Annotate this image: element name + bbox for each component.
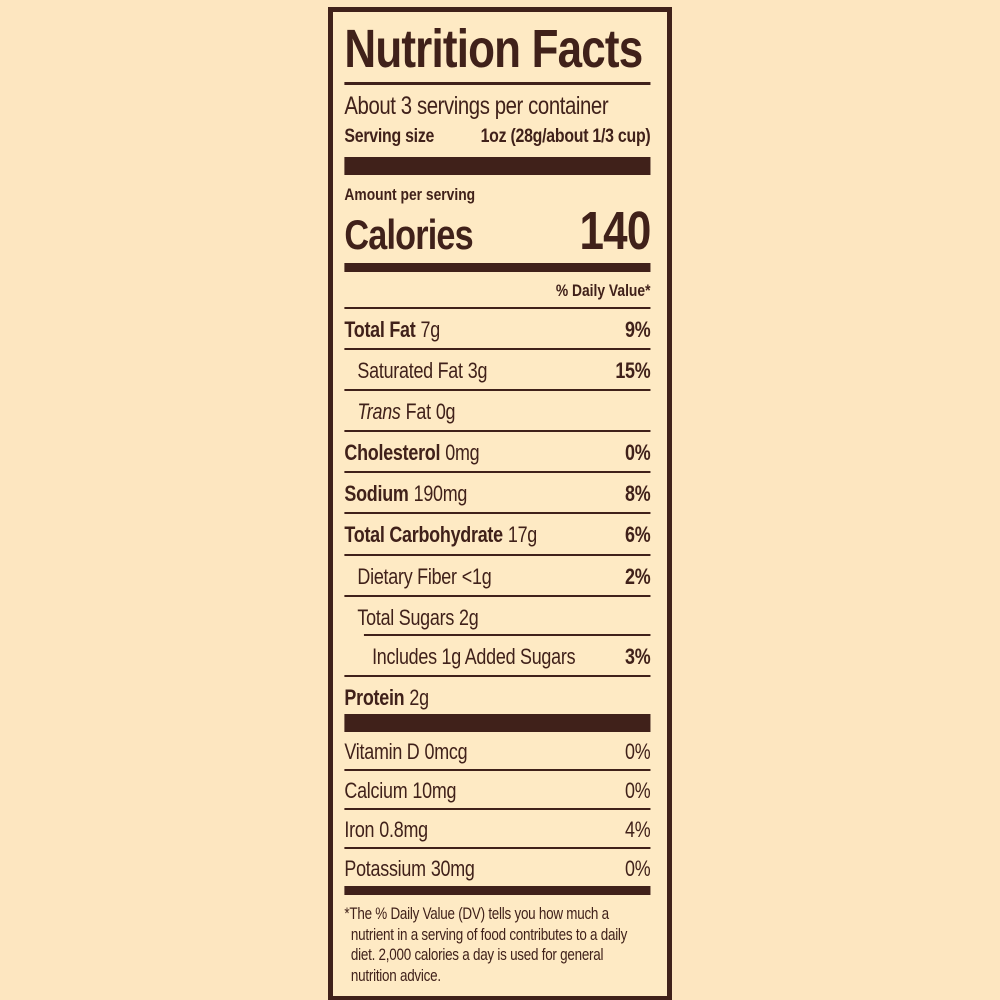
micronutrient-row-potassium: Potassium 30mg 0% xyxy=(344,849,650,886)
nutrient-row-cholesterol: Cholesterol 0mg 0% xyxy=(344,432,651,474)
nutrient-row-trans-fat: Trans Fat 0g xyxy=(344,391,651,433)
label-content: Nutrition Facts About 3 servings per con… xyxy=(333,19,652,986)
nutrient-row-dietary-fiber: Dietary Fiber <1g 2% xyxy=(344,556,651,597)
nutrient-dv: 15% xyxy=(615,358,651,384)
nutrient-row-saturated-fat: Saturated Fat 3g 15% xyxy=(344,350,651,392)
nutrient-name: Fat xyxy=(405,399,431,425)
calories-row: Calories 140 xyxy=(344,200,652,261)
added-sugars-rule xyxy=(363,633,651,636)
micronutrient-name: Calcium xyxy=(344,778,408,804)
nutrient-name-italic: Trans xyxy=(357,399,401,425)
micronutrient-name: Potassium xyxy=(344,856,426,882)
calories-value: 140 xyxy=(579,200,652,261)
micronutrient-dv: 0% xyxy=(625,856,651,882)
nutrient-name: Includes 1g Added Sugars xyxy=(372,643,576,669)
nutrient-name: Protein xyxy=(344,684,405,710)
section-bar-thick-protein xyxy=(344,713,651,732)
section-bar-medium-footnote xyxy=(344,886,651,896)
calories-label: Calories xyxy=(344,210,473,258)
nutrient-dv: 3% xyxy=(625,643,651,669)
micronutrient-dv: 0% xyxy=(625,738,651,764)
servings-per-container: About 3 servings per container xyxy=(344,92,609,120)
nutrient-name: Total Fat xyxy=(344,317,416,342)
amount-per-serving: Amount per serving xyxy=(344,185,476,205)
micronutrient-amount: 10mg xyxy=(412,778,457,804)
nutrient-amount: 190mg xyxy=(413,481,468,507)
micronutrient-amount: 30mg xyxy=(430,856,475,882)
nutrition-facts-label: Nutrition Facts About 3 servings per con… xyxy=(328,7,672,1000)
nutrient-name: Dietary Fiber xyxy=(357,563,457,589)
micronutrient-row-iron: Iron 0.8mg 4% xyxy=(344,810,651,850)
micronutrient-dv: 4% xyxy=(625,817,651,843)
nutrient-amount: 0g xyxy=(435,399,456,425)
daily-value-header: % Daily Value* xyxy=(344,272,651,309)
nutrient-amount: 17g xyxy=(507,522,538,548)
micronutrient-row-calcium: Calcium 10mg 0% xyxy=(344,771,651,811)
serving-size-row: Serving size 1oz (28g/about 1/3 cup) xyxy=(344,123,650,149)
label-title: Nutrition Facts xyxy=(344,19,643,79)
nutrient-amount: 2g xyxy=(459,604,479,630)
section-bar-medium-calories xyxy=(344,263,651,272)
nutrient-row-protein: Protein 2g xyxy=(344,677,650,714)
nutrient-amount: 7g xyxy=(420,317,441,342)
micronutrient-name: Vitamin D xyxy=(344,738,420,764)
nutrient-name: Total Sugars xyxy=(357,604,455,630)
nutrient-dv: 9% xyxy=(625,317,651,342)
micronutrient-row-vitamin-d: Vitamin D 0mcg 0% xyxy=(344,732,651,772)
daily-value-footnote: *The % Daily Value (DV) tells you how mu… xyxy=(344,905,628,985)
nutrient-dv: 0% xyxy=(625,440,651,466)
nutrient-amount: <1g xyxy=(461,563,492,589)
serving-size-label: Serving size xyxy=(344,125,435,147)
nutrient-dv: 8% xyxy=(625,481,651,507)
micronutrient-dv: 0% xyxy=(625,778,651,804)
micronutrient-name: Iron xyxy=(344,817,375,843)
nutrient-amount: 3g xyxy=(467,358,488,384)
serving-size-value: 1oz (28g/about 1/3 cup) xyxy=(480,125,651,147)
nutrient-row-sodium: Sodium 190mg 8% xyxy=(344,473,651,515)
nutrient-row-added-sugars: Includes 1g Added Sugars 3% xyxy=(344,636,651,677)
nutrient-row-total-sugars: Total Sugars 2g xyxy=(344,597,650,634)
nutrient-row-total-fat: Total Fat 7g 9% xyxy=(344,309,651,351)
nutrient-name: Cholesterol xyxy=(344,440,441,466)
nutrient-name: Sodium xyxy=(344,481,409,507)
nutrient-row-total-carbohydrate: Total Carbohydrate 17g 6% xyxy=(344,514,651,556)
nutrient-name: Total Carbohydrate xyxy=(344,522,503,548)
nutrient-dv: 6% xyxy=(625,522,651,548)
section-bar-thick-top xyxy=(344,157,651,176)
title-rule xyxy=(344,82,651,85)
micronutrient-amount: 0mcg xyxy=(424,738,468,764)
nutrient-amount: 0mg xyxy=(445,440,480,466)
micronutrient-amount: 0.8mg xyxy=(379,817,428,843)
nutrient-name: Saturated Fat xyxy=(357,358,463,384)
nutrient-dv: 2% xyxy=(625,563,651,589)
nutrient-amount: 2g xyxy=(409,684,429,710)
